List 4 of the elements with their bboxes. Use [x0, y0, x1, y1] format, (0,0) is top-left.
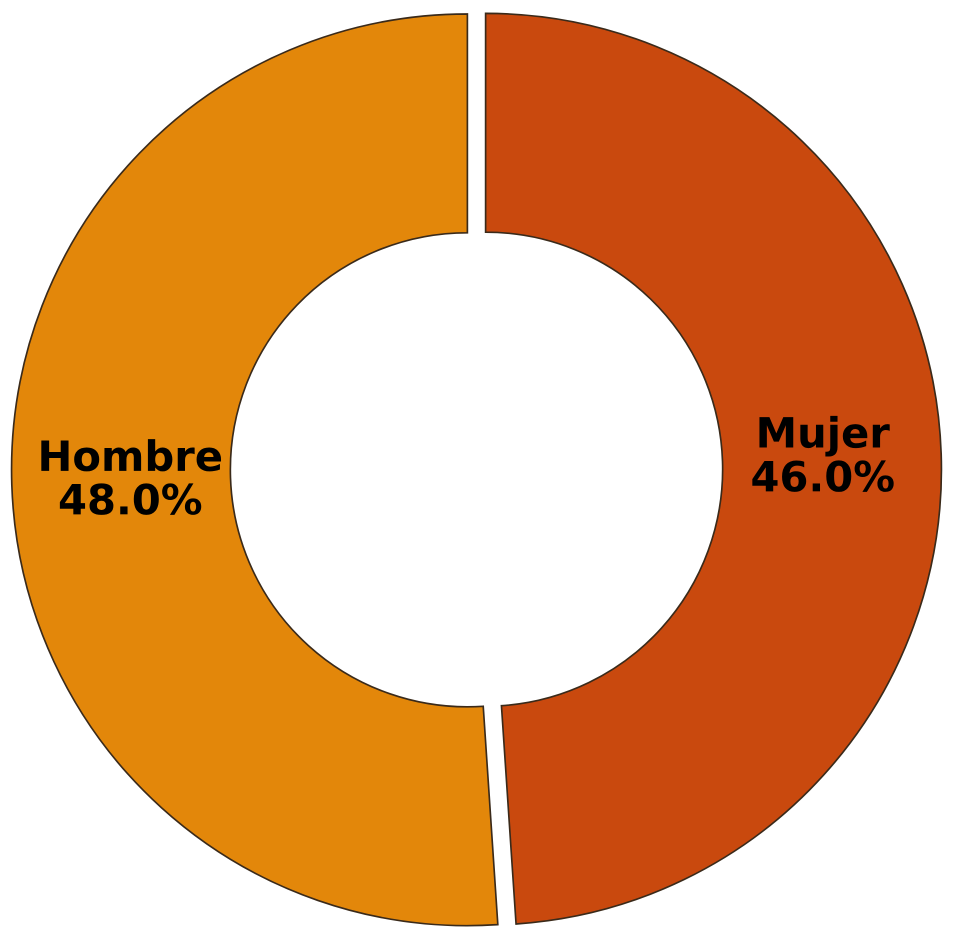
data-label: 48.0% [60, 483, 202, 515]
slice-label: Hombre [41, 439, 222, 472]
data-label: 46.0% [752, 460, 894, 492]
slice-label: Mujer [759, 416, 890, 457]
